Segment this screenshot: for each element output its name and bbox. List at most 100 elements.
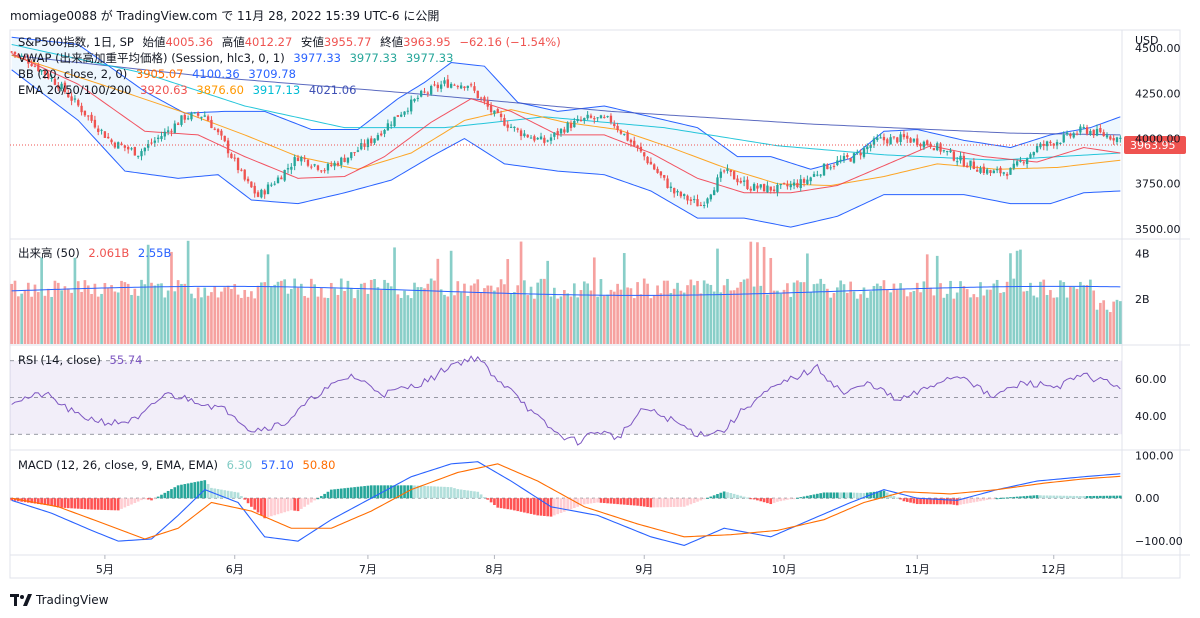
candle-body	[310, 166, 313, 168]
volume-bar	[659, 293, 663, 344]
macd-histogram-bar	[912, 498, 916, 504]
candle-body	[376, 135, 380, 140]
vwap-value-1: 3977.33	[293, 51, 341, 65]
candle-body	[223, 135, 226, 142]
candle-body	[809, 177, 812, 182]
macd-histogram-bar	[499, 498, 503, 509]
candle-body	[556, 131, 559, 135]
volume-bar	[995, 279, 999, 344]
macd-histogram-bar	[253, 498, 257, 510]
candle-body	[866, 146, 869, 150]
candle-body	[439, 84, 443, 89]
volume-bar	[612, 291, 616, 344]
candle-body	[669, 186, 673, 189]
candle-body	[559, 128, 563, 134]
volume-bar	[1005, 281, 1009, 344]
footer-brand[interactable]: TradingView	[10, 593, 109, 607]
macd-histogram-bar	[506, 498, 510, 510]
macd-histogram-bar	[952, 498, 956, 505]
volume-bar	[333, 288, 336, 344]
candle-body	[1085, 127, 1089, 134]
volume-bar	[403, 290, 406, 344]
volume-bar	[60, 290, 63, 344]
macd-histogram-bar	[612, 498, 616, 504]
candle-body	[509, 126, 513, 128]
candle-body	[1009, 167, 1012, 175]
volume-bar	[356, 289, 360, 344]
volume-bar	[323, 297, 326, 344]
volume-bar	[536, 282, 540, 344]
volume-bar	[386, 282, 390, 344]
macd-histogram-bar	[120, 498, 123, 509]
macd-histogram-bar	[729, 492, 733, 499]
macd-histogram-bar	[1062, 495, 1066, 499]
macd-histogram-bar	[413, 485, 416, 499]
macd-histogram-bar	[10, 498, 13, 501]
volume-bar	[582, 281, 586, 344]
macd-histogram-bar	[539, 498, 543, 516]
macd-histogram-bar	[533, 498, 536, 515]
candle-body	[273, 183, 276, 185]
month-label: 6月	[226, 563, 244, 576]
macd-histogram-bar	[1092, 495, 1096, 499]
volume-bar	[1092, 290, 1096, 344]
price-tick-label: 3750.00	[1135, 178, 1181, 191]
candle-body	[989, 170, 992, 173]
volume-value-1: 2.061B	[88, 246, 130, 260]
candle-body	[230, 153, 233, 159]
macd-histogram-bar	[123, 498, 127, 508]
macd-histogram-bar	[96, 498, 100, 510]
candle-body	[1062, 134, 1065, 143]
candle-body	[676, 190, 679, 193]
macd-histogram-bar	[985, 498, 989, 500]
macd-histogram-bar	[889, 494, 892, 499]
volume-bar	[266, 254, 270, 344]
macd-histogram-bar	[489, 498, 493, 503]
candle-body	[999, 167, 1002, 174]
macd-histogram-bar	[333, 489, 336, 499]
candle-body	[350, 152, 353, 159]
candle-body	[976, 169, 979, 172]
volume-bar	[599, 279, 603, 344]
candle-body	[533, 136, 536, 141]
macd-histogram-bar	[459, 489, 463, 499]
macd-histogram-bar	[156, 496, 160, 499]
macd-histogram-bar	[776, 498, 779, 502]
candle-body	[609, 115, 613, 123]
macd-histogram-bar	[822, 492, 826, 499]
candle-body	[789, 184, 792, 188]
candle-body	[436, 84, 439, 89]
volume-bar	[163, 297, 167, 344]
candle-body	[802, 179, 806, 183]
volume-bar	[559, 296, 563, 344]
candle-body	[696, 199, 699, 207]
volume-bar	[732, 290, 736, 344]
volume-bar	[150, 282, 153, 344]
volume-bar	[130, 294, 133, 344]
macd-histogram-bar	[742, 496, 746, 499]
rsi-tick-label: 40.00	[1135, 410, 1167, 423]
macd-histogram-bar	[1065, 495, 1069, 499]
volume-bar	[796, 280, 799, 344]
candle-body	[163, 131, 166, 137]
volume-bar	[383, 279, 386, 344]
candle-body	[383, 130, 386, 134]
candle-body	[370, 138, 373, 144]
macd-histogram-bar	[812, 494, 816, 499]
candle-body	[353, 152, 356, 154]
macd-histogram-bar	[922, 498, 926, 505]
macd-histogram-bar	[666, 498, 669, 508]
volume-bar	[366, 293, 370, 344]
candle-body	[792, 182, 796, 186]
macd-histogram-bar	[855, 492, 859, 499]
candle-body	[762, 184, 766, 192]
macd-histogram-bar	[616, 498, 619, 505]
macd-histogram-bar	[692, 498, 696, 503]
volume-bar	[622, 253, 626, 344]
volume-bar	[240, 297, 243, 344]
candle-body	[842, 155, 846, 161]
macd-histogram-bar	[170, 489, 173, 499]
macd-histogram-bar	[246, 498, 250, 504]
macd-histogram-bar	[1059, 495, 1062, 499]
